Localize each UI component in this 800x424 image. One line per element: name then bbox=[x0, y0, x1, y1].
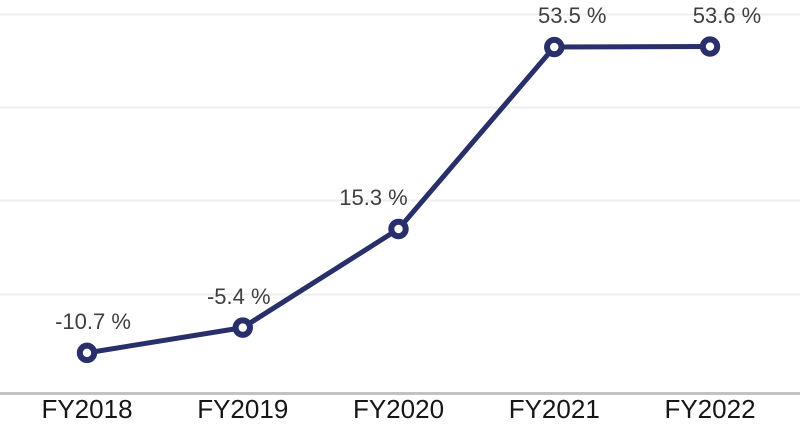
data-point-marker-fy2021 bbox=[544, 36, 565, 58]
data-point-marker-fy2018 bbox=[76, 342, 98, 364]
data-point-marker-fy2019 bbox=[232, 317, 253, 338]
data-point-marker-fy2022 bbox=[699, 36, 721, 57]
data-point-marker-fy2020 bbox=[388, 218, 409, 240]
